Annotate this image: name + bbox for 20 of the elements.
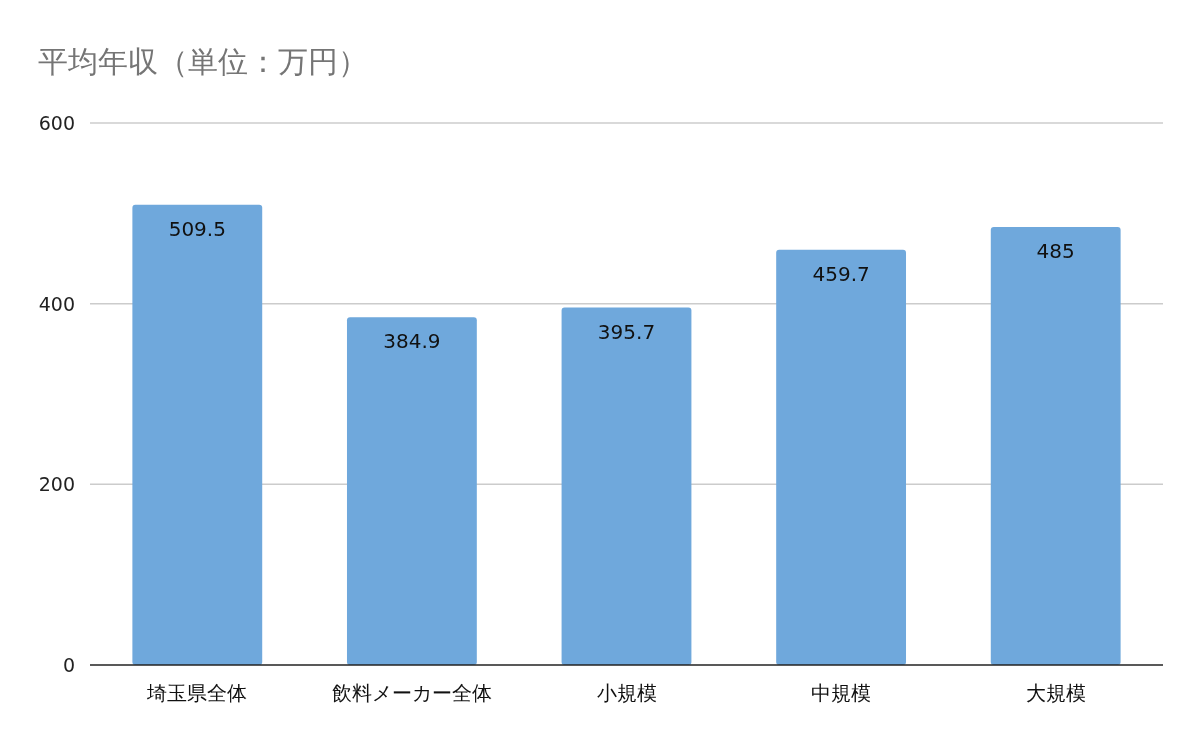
y-tick-label: 400 [38,292,75,315]
bar [990,226,1121,665]
data-label: 509.5 [168,216,226,241]
bar [561,307,692,665]
data-label: 459.7 [812,261,870,286]
y-tick-label: 600 [38,112,75,134]
data-label: 395.7 [597,319,656,344]
x-tick-label: 飲料メーカー全体 [331,681,492,705]
x-tick-label: 小規模 [596,681,657,705]
data-label: 384.9 [383,329,441,354]
y-tick-label: 0 [62,654,75,676]
x-tick-label: 大規模 [1025,681,1086,705]
data-label: 485 [1036,238,1075,263]
chart-title: 平均年収（単位：万円） [38,44,368,79]
bar [132,204,263,665]
x-tick-label: 埼玉県全体 [146,681,248,705]
y-tick-label: 200 [38,473,75,496]
bar [346,317,477,665]
x-tick-label: 中規模 [811,681,872,705]
bar [776,249,907,665]
